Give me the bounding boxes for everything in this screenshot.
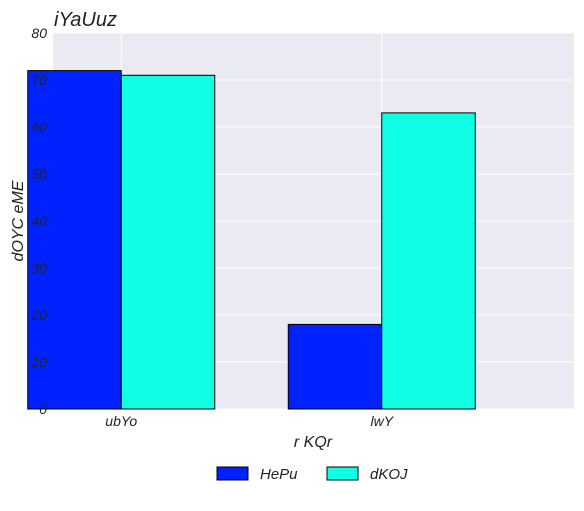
bar-HePu-lwY [287, 323, 383, 410]
x-tick-label: lwY [370, 413, 394, 429]
y-tick-label: 60 [31, 119, 47, 135]
y-axis-label: dOYC eME [10, 180, 27, 261]
bar-dKOJ-ubYo [120, 74, 216, 410]
legend-swatch [326, 466, 359, 481]
y-tick-label: 70 [31, 72, 47, 88]
y-tick-label: 20 [30, 307, 47, 323]
bar-dKOJ-lwY [381, 112, 476, 410]
chart-title: iYaUuz [54, 9, 117, 31]
x-axis-label: r KQr [294, 434, 333, 451]
y-tick-label: 10 [31, 354, 47, 370]
x-tick-label: ubYo [105, 413, 137, 429]
legend-label: dKOJ [370, 466, 408, 483]
legend: HePu dKOJ [216, 466, 408, 483]
x-tick-labels: ubYo lwY [105, 413, 394, 429]
legend-label: HePu [260, 466, 298, 483]
y-tick-label: 0 [39, 401, 47, 417]
y-tick-label: 80 [31, 25, 47, 41]
y-tick-label: 40 [31, 213, 47, 229]
legend-swatch [216, 466, 249, 481]
bars [27, 70, 476, 410]
y-tick-label: 50 [31, 166, 47, 182]
y-tick-label: 30 [31, 260, 47, 276]
y-tick-labels: 0 10 20 30 40 50 60 70 80 [30, 25, 47, 417]
